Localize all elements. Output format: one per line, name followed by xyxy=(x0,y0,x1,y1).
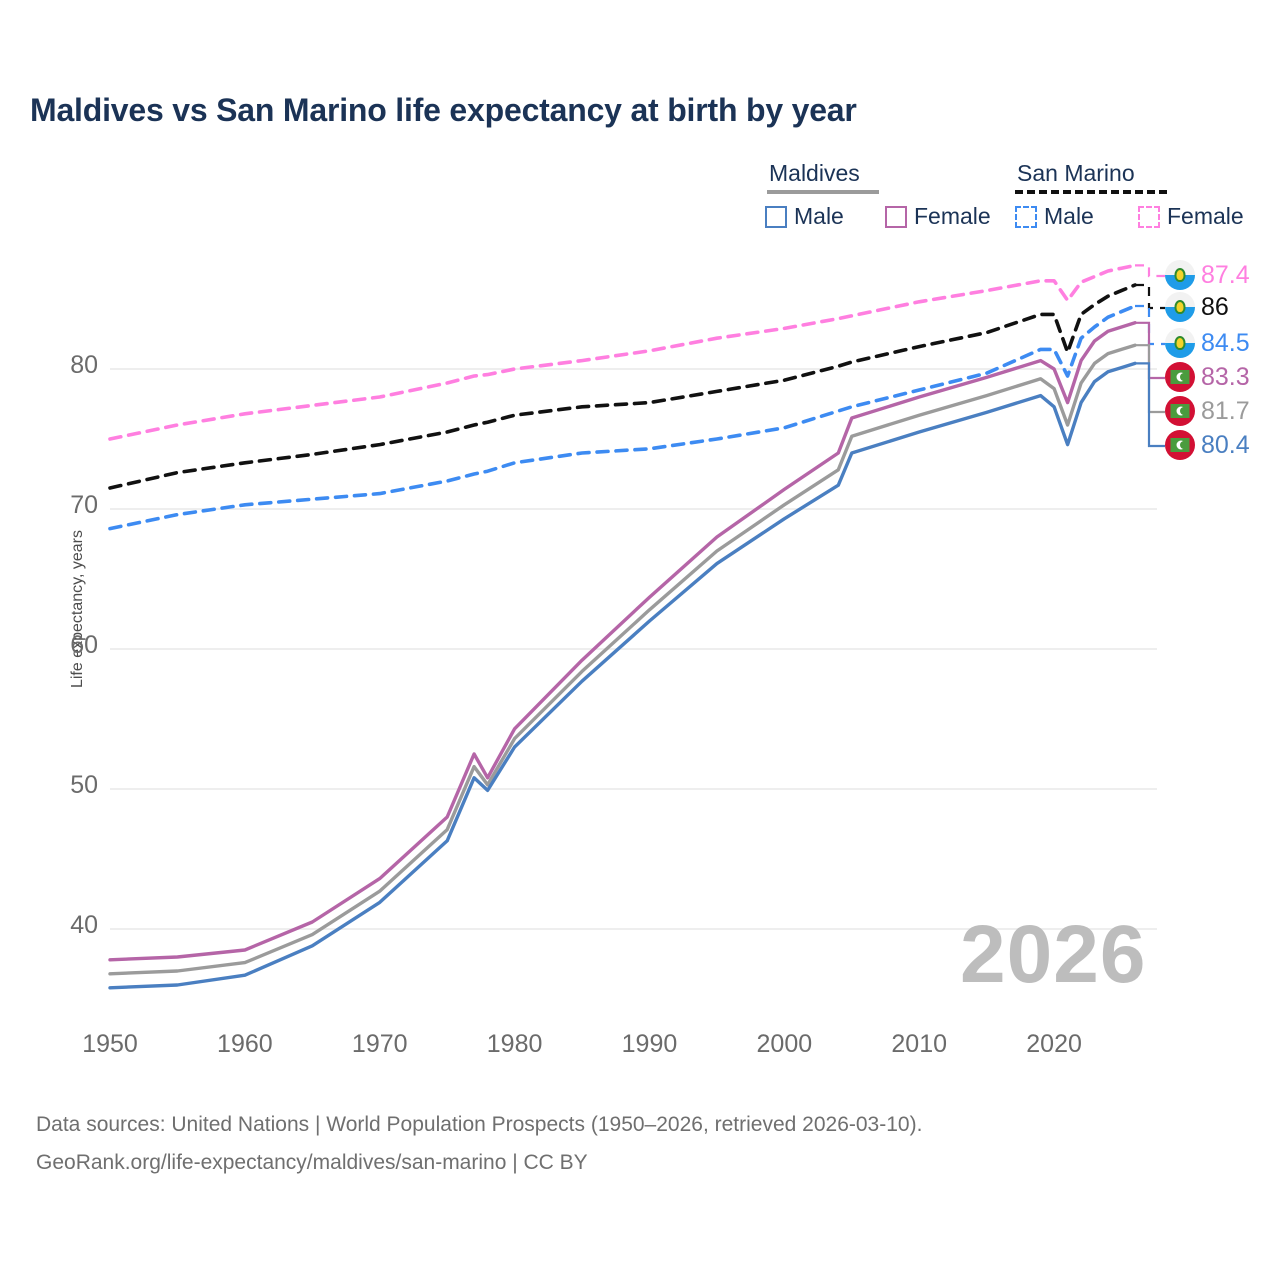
end-label-value: 83.3 xyxy=(1201,362,1250,391)
y-tick-label: 80 xyxy=(70,351,98,379)
footer-line-url[interactable]: GeoRank.org/life-expectancy/maldives/san… xyxy=(36,1151,588,1174)
x-tick-label: 1980 xyxy=(486,1030,543,1058)
x-tick-label: 1950 xyxy=(82,1030,138,1058)
san-marino-flag-icon xyxy=(1165,328,1195,358)
year-watermark: 2026 xyxy=(960,909,1147,1000)
legend-item-label: Female xyxy=(1167,203,1244,229)
end-label-value: 80.4 xyxy=(1201,430,1250,459)
x-tick-label: 2020 xyxy=(1026,1030,1082,1058)
x-tick-label: 1970 xyxy=(351,1030,408,1058)
square-dashed-swatch-icon xyxy=(1138,205,1160,228)
end-label-san-marino-total: 86 xyxy=(1165,292,1229,322)
end-label-value: 86 xyxy=(1201,292,1229,321)
square-dashed-swatch-icon xyxy=(1015,205,1037,228)
x-tick-label: 1960 xyxy=(217,1030,273,1058)
square-outline-swatch-icon xyxy=(885,205,907,228)
maldives-flag-icon xyxy=(1165,396,1195,426)
legend-item-label: Male xyxy=(794,203,844,229)
square-outline-swatch-icon xyxy=(765,205,787,228)
legend-item-maldives-female[interactable]: Female xyxy=(885,203,991,230)
x-tick-label: 2000 xyxy=(756,1030,813,1058)
end-label-maldives-female: 83.3 xyxy=(1165,362,1250,392)
end-label-value: 84.5 xyxy=(1201,328,1250,357)
legend-rule-san-marino xyxy=(1015,190,1167,194)
san-marino-flag-icon xyxy=(1165,292,1195,322)
end-label-san-marino-female: 87.4 xyxy=(1165,260,1250,290)
y-tick-label: 70 xyxy=(70,491,98,519)
end-label-san-marino-male: 84.5 xyxy=(1165,328,1250,358)
y-tick-label: 50 xyxy=(70,771,98,799)
page-title: Maldives vs San Marino life expectancy a… xyxy=(30,92,857,128)
end-label-value: 81.7 xyxy=(1201,396,1250,425)
end-label-maldives-male: 80.4 xyxy=(1165,430,1250,460)
legend-item-san-marino-female[interactable]: Female xyxy=(1138,203,1244,230)
maldives-flag-icon xyxy=(1165,430,1195,460)
y-tick-label: 60 xyxy=(70,631,98,659)
footer-line-sources: Data sources: United Nations | World Pop… xyxy=(36,1113,923,1136)
x-tick-label: 1990 xyxy=(621,1030,678,1058)
legend-group-title-maldives: Maldives xyxy=(769,160,860,186)
legend-item-maldives-male[interactable]: Male xyxy=(765,203,844,230)
y-tick-label: 40 xyxy=(70,911,98,939)
legend-item-label: Male xyxy=(1044,203,1094,229)
chart-legend: Maldives Male Female San Marino Male Fem… xyxy=(755,160,1255,240)
legend-item-label: Female xyxy=(914,203,991,229)
legend-item-san-marino-male[interactable]: Male xyxy=(1015,203,1094,230)
legend-rule-maldives xyxy=(767,190,879,194)
san-marino-flag-icon xyxy=(1165,260,1195,290)
end-label-value: 87.4 xyxy=(1201,260,1250,289)
maldives-flag-icon xyxy=(1165,362,1195,392)
end-label-maldives-total: 81.7 xyxy=(1165,396,1250,426)
x-tick-label: 2010 xyxy=(891,1030,948,1058)
footer-attribution: Data sources: United Nations | World Pop… xyxy=(36,1106,922,1182)
legend-group-title-san-marino: San Marino xyxy=(1017,160,1135,186)
